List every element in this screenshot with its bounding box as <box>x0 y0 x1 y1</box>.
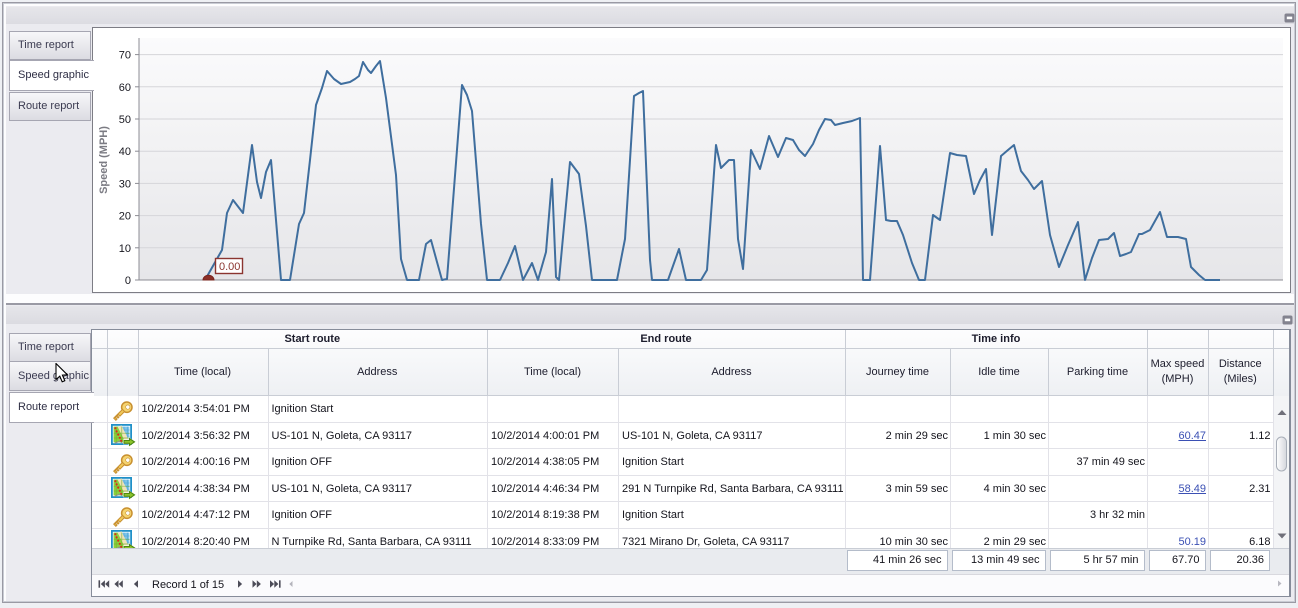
svg-text:40: 40 <box>119 146 131 158</box>
svg-text:60: 60 <box>119 82 131 94</box>
svg-text:0: 0 <box>125 275 131 287</box>
svg-text:30: 30 <box>119 178 131 190</box>
svg-text:50: 50 <box>119 114 131 126</box>
svg-text:Speed (MPH): Speed (MPH) <box>98 126 110 194</box>
svg-text:70: 70 <box>119 50 131 62</box>
svg-text:20: 20 <box>119 211 131 223</box>
svg-text:10: 10 <box>119 243 131 255</box>
svg-text:0.00: 0.00 <box>219 261 240 273</box>
svg-text:Record 1 of 15: Record 1 of 15 <box>152 579 224 591</box>
